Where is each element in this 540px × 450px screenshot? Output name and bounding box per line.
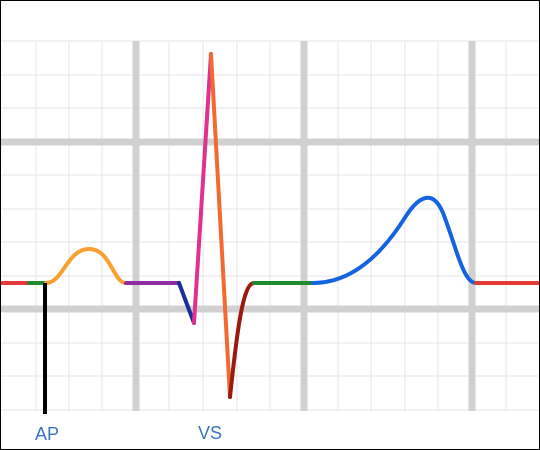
minor-grid	[1, 40, 539, 411]
major-grid	[1, 41, 539, 411]
waveform	[1, 52, 539, 399]
vs-label: VS	[198, 423, 222, 443]
ap-label: AP	[35, 424, 59, 444]
